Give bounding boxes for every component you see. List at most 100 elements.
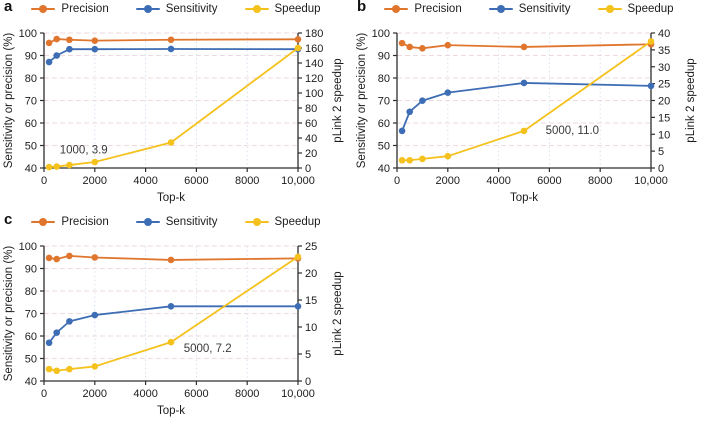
- svg-text:60: 60: [25, 331, 37, 343]
- svg-text:0: 0: [305, 376, 311, 388]
- svg-text:8000: 8000: [235, 388, 259, 400]
- svg-text:80: 80: [25, 73, 37, 85]
- sensitivity-line-marker-icon: [488, 5, 513, 14]
- svg-text:pLink 2 speedup: pLink 2 speedup: [332, 271, 344, 355]
- series-speedup: [45, 253, 302, 375]
- panel-letter: c: [4, 211, 13, 228]
- svg-text:50: 50: [378, 141, 390, 153]
- svg-text:180: 180: [305, 28, 323, 40]
- svg-text:160: 160: [305, 43, 323, 55]
- svg-text:40: 40: [378, 163, 390, 175]
- svg-text:100: 100: [372, 28, 390, 40]
- svg-text:40: 40: [25, 376, 37, 388]
- svg-text:60: 60: [305, 118, 317, 130]
- legend-item-sensitivity: Sensitivity: [135, 1, 218, 17]
- svg-text:6000: 6000: [537, 175, 561, 187]
- svg-text:70: 70: [25, 96, 37, 108]
- svg-text:1000, 3.9: 1000, 3.9: [60, 145, 108, 157]
- svg-text:2000: 2000: [436, 175, 460, 187]
- svg-text:20: 20: [305, 148, 317, 160]
- legend: Precision Sensitivity Speedup: [0, 214, 352, 230]
- legend-item-speedup: Speedup: [244, 1, 321, 17]
- svg-text:50: 50: [25, 141, 37, 153]
- precision-line-marker-icon: [384, 5, 409, 14]
- svg-text:6000: 6000: [184, 175, 208, 187]
- svg-text:40: 40: [658, 28, 670, 40]
- svg-text:25: 25: [658, 79, 670, 91]
- legend-item-precision: Precision: [384, 1, 462, 17]
- svg-text:60: 60: [25, 118, 37, 130]
- svg-text:10: 10: [305, 322, 317, 334]
- series-precision: [45, 252, 302, 264]
- svg-text:30: 30: [658, 62, 670, 74]
- svg-text:5000, 11.0: 5000, 11.0: [546, 125, 600, 137]
- precision-line-marker-icon: [31, 5, 56, 14]
- series-speedup: [398, 38, 655, 164]
- svg-text:20: 20: [305, 268, 317, 280]
- svg-text:2000: 2000: [83, 175, 107, 187]
- svg-text:2000: 2000: [83, 388, 107, 400]
- svg-text:70: 70: [378, 96, 390, 108]
- svg-text:5: 5: [305, 349, 311, 361]
- legend-label: Sensitivity: [165, 216, 218, 228]
- legend-label: Speedup: [627, 3, 674, 15]
- svg-text:35: 35: [658, 45, 670, 57]
- svg-text:100: 100: [19, 28, 37, 40]
- svg-text:100: 100: [19, 241, 37, 253]
- legend-item-sensitivity: Sensitivity: [488, 1, 571, 17]
- svg-text:0: 0: [41, 175, 47, 187]
- svg-text:Sensitivity or precision (%): Sensitivity or precision (%): [3, 246, 15, 382]
- panel-letter: a: [4, 0, 13, 15]
- panel-c: c Precision Sensitivity Speedup 40 50 60 70…: [0, 211, 352, 426]
- svg-text:40: 40: [305, 133, 317, 145]
- svg-text:90: 90: [378, 51, 390, 63]
- legend-label: Precision: [61, 216, 109, 228]
- svg-text:0: 0: [394, 175, 400, 187]
- legend-item-precision: Precision: [31, 1, 109, 17]
- legend-item-speedup: Speedup: [244, 214, 321, 230]
- panel-b: b Precision Sensitivity Speedup 40 50 60 70…: [353, 0, 705, 213]
- svg-text:5: 5: [658, 146, 664, 158]
- series-sensitivity: [398, 79, 655, 135]
- svg-text:0: 0: [41, 388, 47, 400]
- panel-a: a Precision Sensitivity Speedup 40 50 60 70…: [0, 0, 352, 213]
- svg-text:60: 60: [378, 118, 390, 130]
- svg-text:Top-k: Top-k: [157, 405, 185, 417]
- svg-text:80: 80: [305, 103, 317, 115]
- sensitivity-line-marker-icon: [135, 218, 160, 227]
- legend: Precision Sensitivity Speedup: [0, 1, 352, 17]
- precision-line-marker-icon: [31, 218, 56, 227]
- svg-text:Sensitivity or precision (%): Sensitivity or precision (%): [3, 33, 15, 169]
- svg-text:40: 40: [25, 163, 37, 175]
- legend-label: Speedup: [274, 216, 321, 228]
- svg-text:15: 15: [305, 295, 317, 307]
- svg-text:20: 20: [658, 96, 670, 108]
- svg-text:10,000: 10,000: [281, 388, 315, 400]
- legend-label: Precision: [61, 3, 109, 15]
- svg-text:5000, 7.2: 5000, 7.2: [184, 343, 232, 355]
- legend-label: Sensitivity: [165, 3, 218, 15]
- svg-text:25: 25: [305, 241, 317, 253]
- svg-text:Sensitivity or precision (%): Sensitivity or precision (%): [356, 33, 368, 169]
- svg-text:0: 0: [305, 163, 311, 175]
- svg-text:140: 140: [305, 58, 323, 70]
- svg-text:4000: 4000: [486, 175, 510, 187]
- chart-panel-b: 40 50 60 70 80 90 100 0 5 10 15 20 25 30 35 40 0 2000 4000…: [356, 28, 697, 204]
- series-speedup: [45, 44, 302, 171]
- chart-panel-c: 40 50 60 70 80 90 100 0 5 10 15 20 25 0 2000 4000 6000 80…: [3, 241, 344, 417]
- axes: [40, 245, 302, 385]
- svg-text:120: 120: [305, 73, 323, 85]
- gridlines: [44, 245, 298, 381]
- svg-text:70: 70: [25, 309, 37, 321]
- svg-text:80: 80: [25, 286, 37, 298]
- series-precision: [45, 35, 302, 47]
- speedup-line-marker-icon: [597, 5, 622, 14]
- gridlines: [44, 32, 298, 168]
- legend-label: Speedup: [274, 3, 321, 15]
- legend-item-precision: Precision: [31, 214, 109, 230]
- series-sensitivity: [45, 303, 302, 347]
- gridlines: [397, 32, 651, 168]
- legend-item-speedup: Speedup: [597, 1, 674, 17]
- svg-text:10,000: 10,000: [634, 175, 668, 187]
